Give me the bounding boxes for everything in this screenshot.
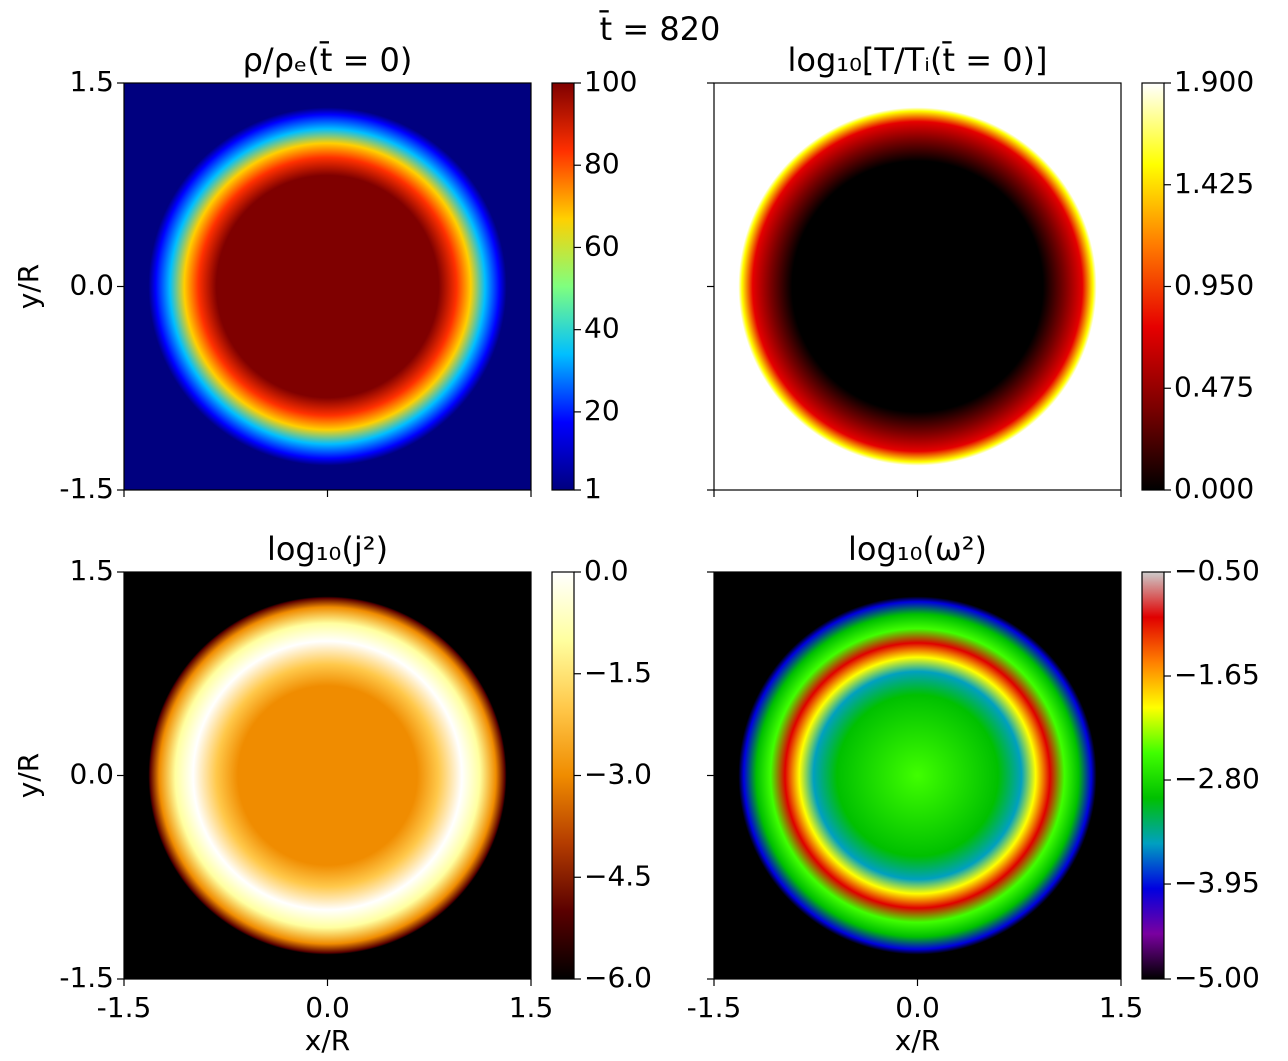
colorbar-tick-label: 0.950 [1174, 269, 1254, 302]
y-axis-label: y/R [12, 753, 45, 798]
colorbar-tick-label: 0.0 [584, 554, 629, 587]
colorbar-tick-label: 20 [584, 394, 620, 427]
x-axis-label: x/R [895, 1024, 940, 1057]
colorbar-tick-label: −5.00 [1174, 961, 1260, 994]
panel-title: ρ/ρₑ(t̄ = 0) [243, 40, 413, 79]
y-tick-label: -1.5 [59, 961, 114, 994]
colorbar-tick-label: −4.5 [584, 859, 652, 892]
colorbar [552, 572, 574, 979]
field-image [148, 107, 506, 465]
panel-title: log₁₀(j²) [267, 530, 388, 568]
colorbar [552, 83, 574, 490]
field-image [148, 596, 506, 954]
colorbar-tick-label: 60 [584, 229, 620, 262]
field-image [738, 107, 1096, 465]
y-axis-label: y/R [12, 264, 45, 309]
y-tick-label: 1.5 [69, 65, 114, 98]
colorbar [1142, 572, 1164, 979]
colorbar-tick-label: 100 [584, 65, 637, 98]
colorbar-tick-label: −3.0 [584, 758, 652, 791]
field-image [738, 596, 1096, 954]
colorbar-tick-label: 0.000 [1174, 472, 1254, 505]
x-axis-label: x/R [305, 1024, 350, 1057]
colorbar-tick-label: −1.5 [584, 656, 652, 689]
colorbar-tick-label: −3.95 [1174, 866, 1260, 899]
colorbar-tick-label: −2.80 [1174, 762, 1260, 795]
colorbar-tick-label: −0.50 [1174, 554, 1260, 587]
panel-title: log₁₀[T/Tᵢ(t̄ = 0)] [787, 40, 1047, 79]
y-tick-label: -1.5 [59, 472, 114, 505]
colorbar-tick-label: 40 [584, 312, 620, 345]
colorbar-tick-label: 0.475 [1174, 370, 1254, 403]
colorbar-tick-label: 80 [584, 147, 620, 180]
figure-title: t̄ = 820 [599, 9, 720, 48]
colorbar-tick-label: −1.65 [1174, 658, 1260, 691]
colorbar [1142, 83, 1164, 490]
x-tick-label: 0.0 [895, 991, 940, 1024]
x-tick-label: 1.5 [1099, 991, 1144, 1024]
colorbar-tick-label: −6.0 [584, 961, 652, 994]
panel-title: log₁₀(ω²) [848, 530, 987, 568]
figure: t̄ = 820 ρ/ρₑ(t̄ = 0) -1.5 0.0 1.5 y/R 1 20 40 6… [0, 0, 1288, 1057]
colorbar-tick-label: 1 [584, 472, 602, 505]
x-tick-label: -1.5 [687, 991, 742, 1024]
colorbar-tick-label: 1.900 [1174, 65, 1254, 98]
x-tick-label: 0.0 [305, 991, 350, 1024]
y-tick-label: 1.5 [69, 554, 114, 587]
y-tick-label: 0.0 [69, 758, 114, 791]
colorbar-tick-label: 1.425 [1174, 167, 1254, 200]
y-tick-label: 0.0 [69, 269, 114, 302]
x-tick-label: -1.5 [97, 991, 152, 1024]
x-tick-label: 1.5 [509, 991, 554, 1024]
